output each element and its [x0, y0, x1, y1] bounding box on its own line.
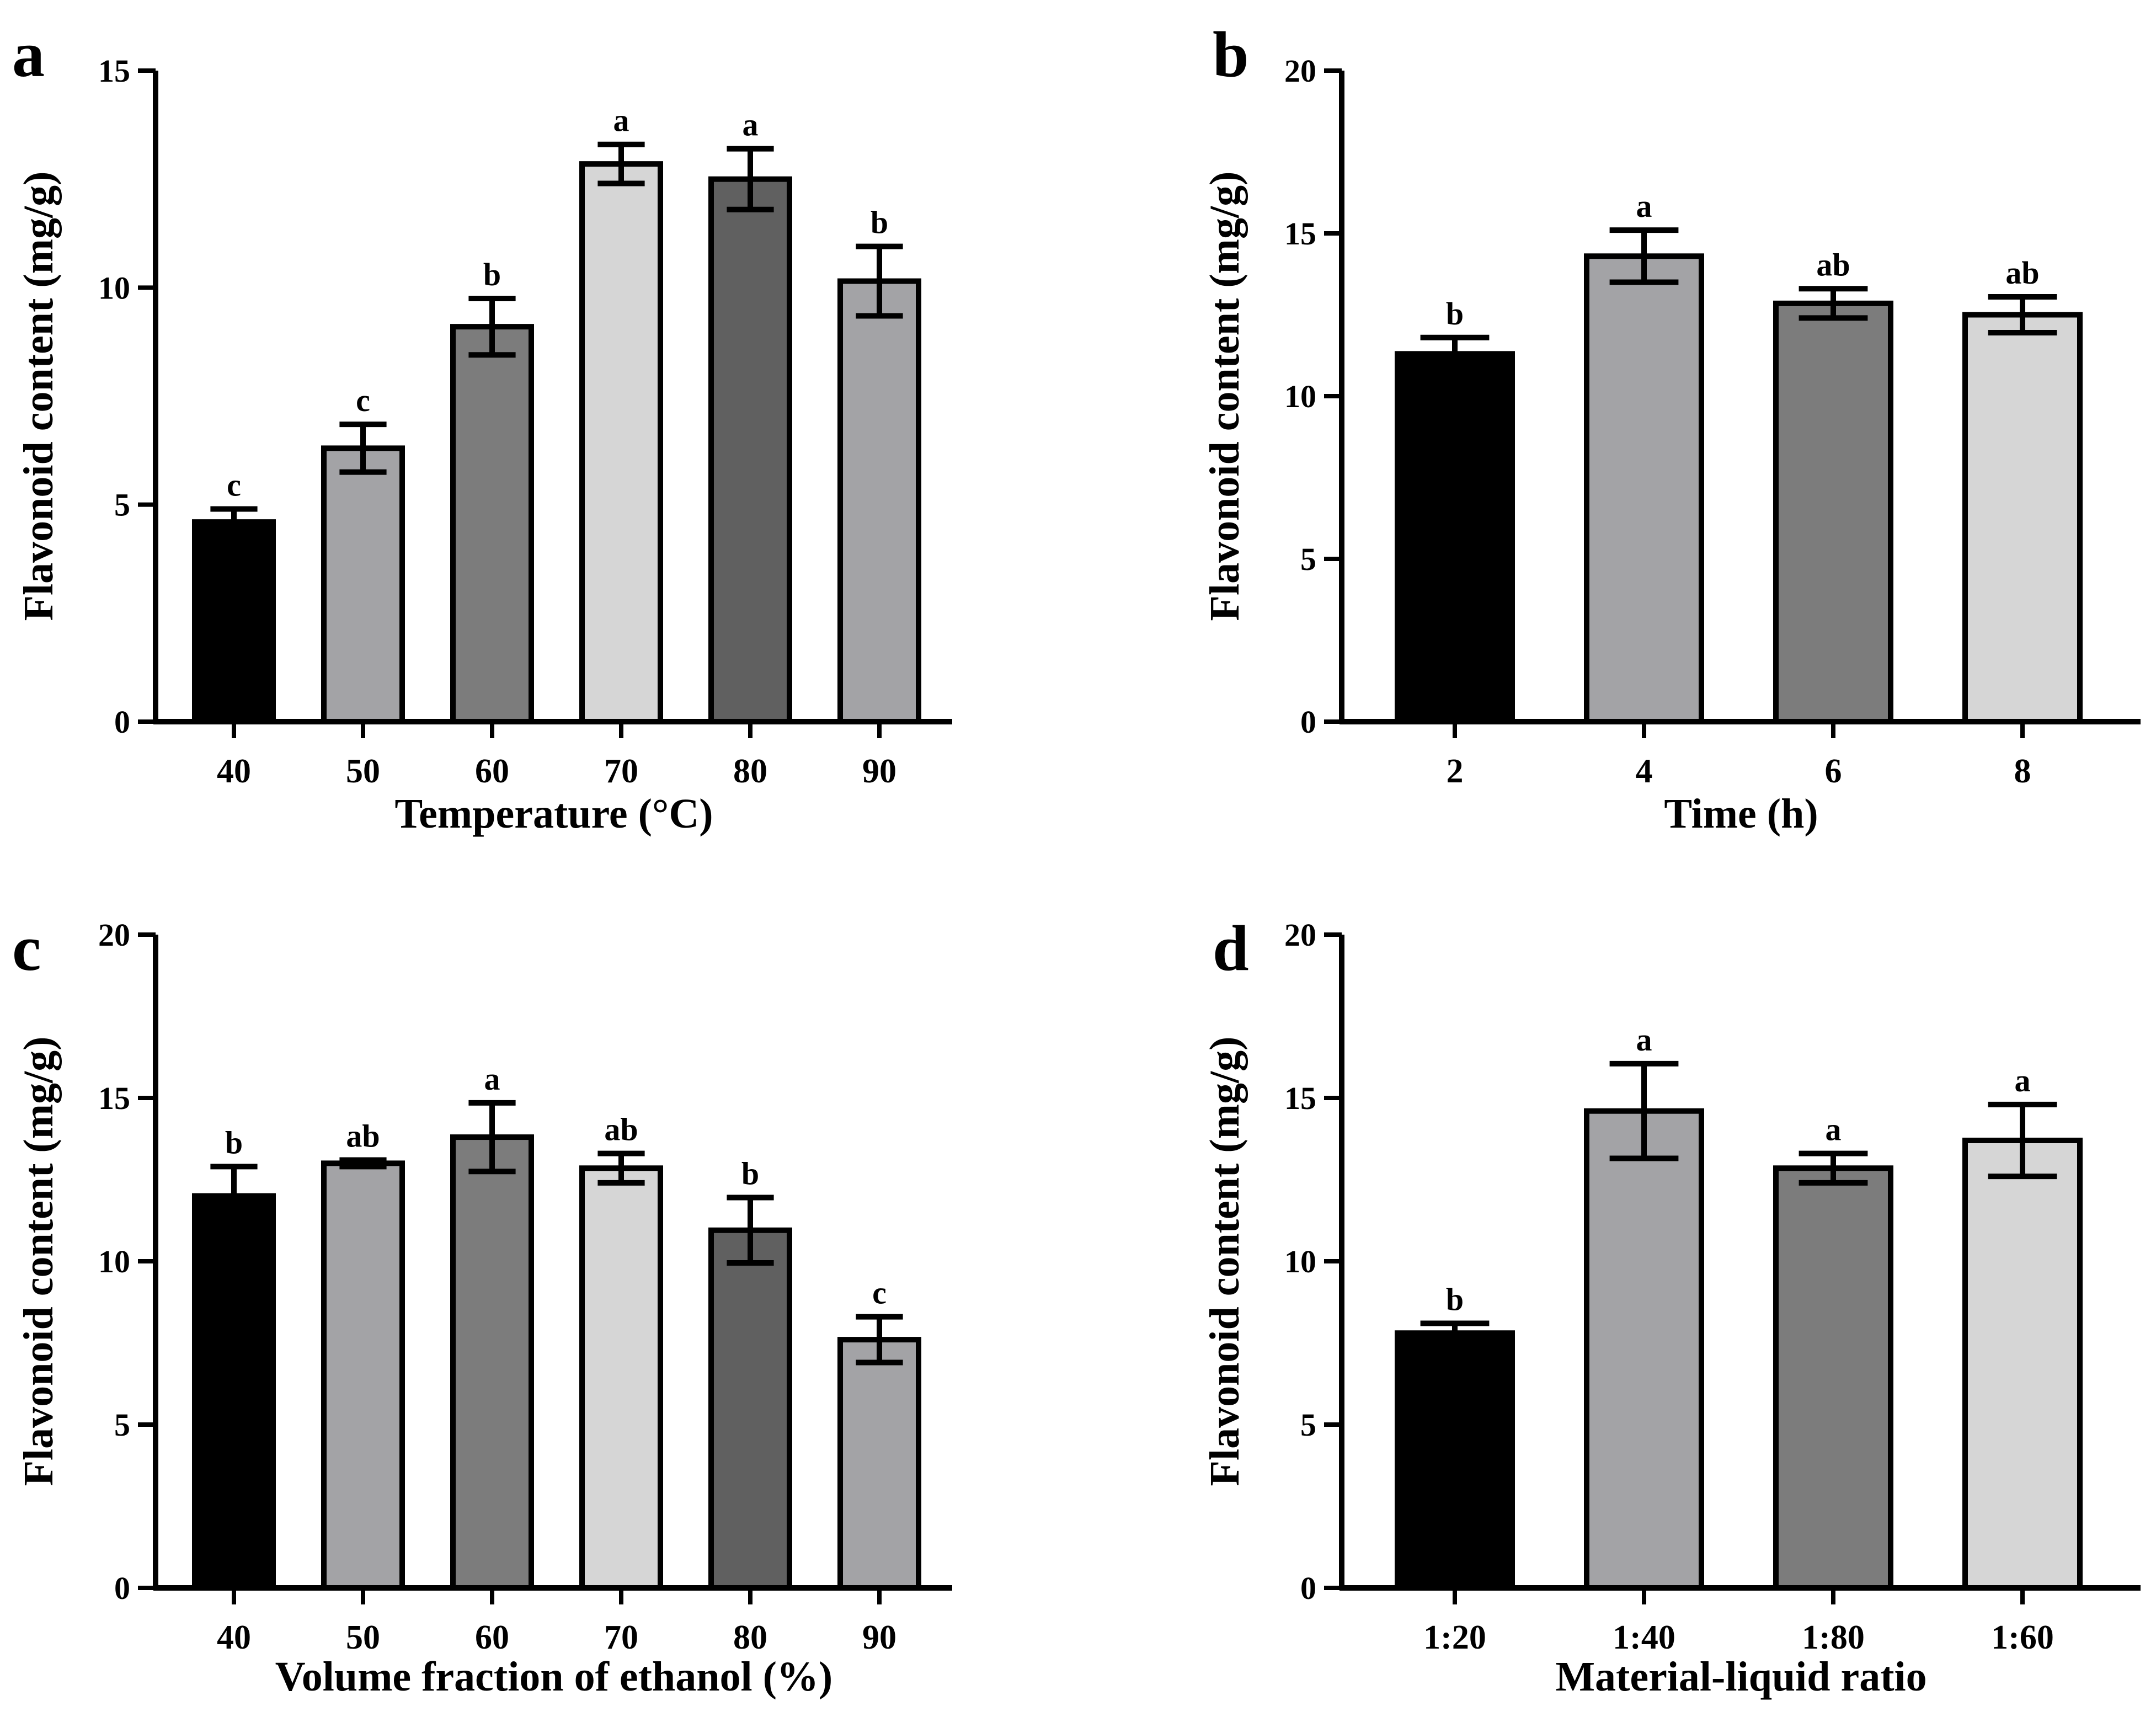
- y-tick-label: 0: [1300, 704, 1316, 740]
- significance-label: ab: [604, 1112, 638, 1148]
- bar: [192, 519, 276, 725]
- x-axis-title: Material-liquid ratio: [1555, 1654, 1926, 1700]
- y-tick-label: 15: [98, 1080, 130, 1116]
- significance-label: b: [225, 1124, 243, 1160]
- x-tick-label: 1:20: [1423, 1619, 1486, 1656]
- bar: [450, 1134, 534, 1591]
- significance-label: c: [356, 382, 370, 418]
- y-tick-label: 5: [1300, 1407, 1316, 1443]
- bar: [321, 445, 405, 725]
- bar: [192, 1193, 276, 1591]
- y-tick-label: 20: [1284, 917, 1316, 953]
- y-tick-label: 10: [98, 1244, 130, 1279]
- panel-label: b: [1213, 18, 1249, 90]
- bar: [1962, 312, 2083, 724]
- x-tick-label: 40: [217, 1619, 251, 1656]
- panel-label: d: [1213, 912, 1249, 984]
- y-axis-title: Flavonoid content (mg/g): [15, 1037, 62, 1486]
- panel-label: c: [12, 912, 41, 984]
- y-tick-label: 10: [1284, 378, 1316, 414]
- significance-label: c: [227, 467, 241, 503]
- chart-panel-b: b b 2 a 4 ab 6 ab 8 0 5 10 15 20 Time (h) Flavonoid con…: [1202, 18, 2141, 837]
- x-tick-label: 60: [475, 1619, 509, 1656]
- x-tick-label: 50: [346, 1619, 380, 1656]
- bar: [321, 1160, 405, 1591]
- bar: [579, 1165, 663, 1591]
- y-tick-label: 10: [98, 270, 130, 306]
- y-tick-label: 20: [1284, 53, 1316, 89]
- chart-panel-a: a c 40 c 50 b 60 a 70 a 80 b 90 0 5 10 15 Temperature (°C…: [12, 18, 952, 837]
- x-tick-label: 60: [475, 753, 509, 790]
- x-tick-label: 80: [733, 1619, 767, 1656]
- y-tick-label: 0: [114, 1570, 130, 1606]
- y-tick-label: 10: [1284, 1244, 1316, 1279]
- y-tick-label: 5: [114, 487, 130, 523]
- x-tick-label: 1:40: [1613, 1619, 1675, 1656]
- bar: [579, 161, 663, 724]
- significance-label: b: [483, 257, 501, 292]
- y-axis-title: Flavonoid content (mg/g): [15, 172, 62, 621]
- x-tick-label: 6: [1825, 753, 1842, 790]
- bar: [1962, 1137, 2083, 1591]
- bar: [837, 1337, 921, 1591]
- y-tick-label: 0: [1300, 1570, 1316, 1606]
- y-tick-label: 5: [114, 1407, 130, 1443]
- y-tick-label: 15: [98, 53, 130, 89]
- bar: [1395, 351, 1515, 724]
- bar: [450, 324, 534, 724]
- x-tick-label: 1:60: [1991, 1619, 2054, 1656]
- y-tick-label: 15: [1284, 1080, 1316, 1116]
- bar: [1584, 1108, 1704, 1591]
- significance-label: b: [741, 1156, 759, 1192]
- x-axis-title: Temperature (°C): [394, 791, 713, 837]
- significance-label: b: [871, 205, 888, 241]
- y-tick-label: 15: [1284, 216, 1316, 252]
- x-tick-label: 8: [2014, 753, 2031, 790]
- y-tick-label: 5: [1300, 541, 1316, 577]
- bar: [1395, 1330, 1515, 1591]
- significance-label: a: [2015, 1063, 2031, 1099]
- significance-label: a: [1636, 188, 1652, 224]
- significance-label: a: [484, 1061, 500, 1097]
- x-tick-label: 40: [217, 753, 251, 790]
- x-tick-label: 90: [862, 753, 896, 790]
- significance-label: a: [743, 107, 759, 143]
- significance-label: c: [872, 1275, 887, 1311]
- significance-label: ab: [2005, 255, 2039, 291]
- y-tick-label: 0: [114, 704, 130, 740]
- x-tick-label: 1:80: [1802, 1619, 1865, 1656]
- significance-label: ab: [346, 1118, 380, 1154]
- significance-label: ab: [1816, 247, 1850, 282]
- significance-label: a: [1826, 1112, 1842, 1148]
- significance-label: b: [1446, 296, 1464, 332]
- significance-label: a: [1636, 1022, 1652, 1058]
- x-tick-label: 50: [346, 753, 380, 790]
- chart-panel-d: d b 1:20 a 1:40 a 1:80 a 1:60 0 5 10 15 20 Material-li…: [1202, 912, 2141, 1700]
- y-tick-label: 20: [98, 917, 130, 953]
- x-tick-label: 70: [604, 753, 638, 790]
- x-axis-title: Time (h): [1664, 791, 1818, 837]
- y-axis-title: Flavonoid content (mg/g): [1202, 1037, 1248, 1486]
- panel-label: a: [12, 18, 45, 90]
- x-tick-label: 2: [1447, 753, 1464, 790]
- x-tick-label: 70: [604, 1619, 638, 1656]
- bar: [837, 278, 921, 724]
- bar: [1773, 300, 1893, 724]
- chart-panel-c: c b 40 ab 50 a 60 ab 70 b 80 c 90 0 5 10 15 20 Volume frac…: [12, 912, 952, 1700]
- y-axis-title: Flavonoid content (mg/g): [1202, 172, 1248, 621]
- bar: [708, 1227, 792, 1591]
- x-axis-title: Volume fraction of ethanol (%): [275, 1654, 832, 1700]
- significance-label: a: [613, 103, 629, 138]
- bar: [1584, 253, 1704, 724]
- bar: [708, 176, 792, 724]
- x-tick-label: 4: [1636, 753, 1653, 790]
- significance-label: b: [1446, 1281, 1464, 1317]
- x-tick-label: 80: [733, 753, 767, 790]
- x-tick-label: 90: [862, 1619, 896, 1656]
- bar: [1773, 1165, 1893, 1591]
